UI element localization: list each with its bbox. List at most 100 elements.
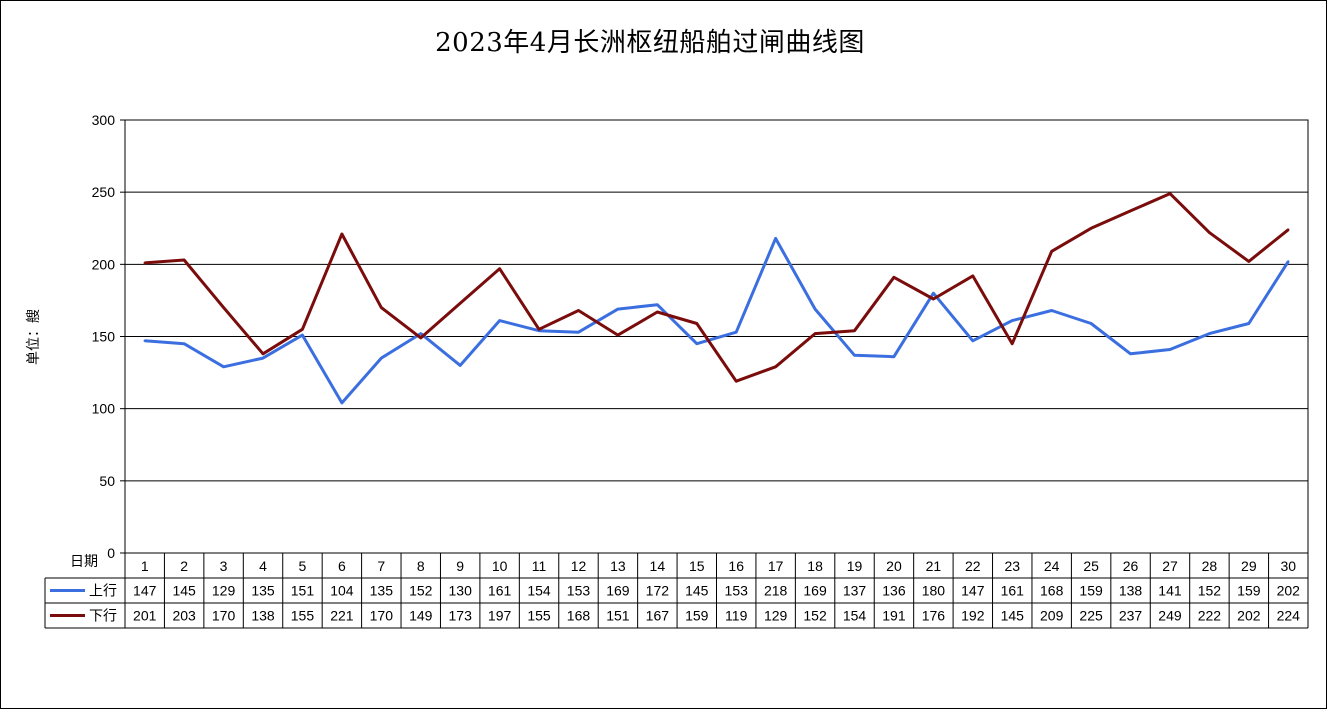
data-point [932, 297, 935, 301]
y-tick-label: 50 [99, 473, 115, 489]
data-label: 104 [330, 583, 354, 599]
data-point [1050, 309, 1053, 312]
data-label: 152 [1198, 583, 1222, 599]
data-label: 138 [1119, 583, 1143, 599]
data-label: 119 [725, 608, 748, 624]
x-tick-label: 20 [886, 558, 902, 574]
data-point [1247, 322, 1251, 325]
data-point [222, 306, 225, 309]
data-point [143, 261, 146, 265]
x-tick-label: 24 [1044, 558, 1060, 574]
data-label: 151 [606, 608, 630, 624]
data-label: 149 [409, 608, 433, 624]
data-point [1287, 228, 1290, 231]
x-tick-label: 30 [1280, 558, 1296, 574]
data-label: 159 [685, 608, 709, 624]
data-label: 147 [133, 583, 157, 599]
x-tick-label: 23 [1004, 558, 1020, 574]
data-label: 141 [1158, 583, 1182, 599]
data-label: 159 [1079, 583, 1103, 599]
data-point [1168, 192, 1172, 195]
y-tick-label: 200 [92, 256, 116, 272]
x-tick-label: 9 [456, 558, 464, 574]
data-point [458, 364, 462, 367]
data-point [971, 339, 975, 343]
data-label: 129 [764, 608, 788, 624]
x-tick-label: 19 [847, 558, 863, 574]
data-point [498, 267, 501, 270]
data-label: 153 [725, 583, 749, 599]
x-tick-label: 25 [1083, 558, 1099, 574]
data-point [1287, 260, 1290, 263]
data-label: 180 [922, 583, 946, 599]
data-point [932, 292, 935, 295]
x-tick-label: 2 [180, 558, 188, 574]
data-label: 169 [606, 583, 630, 599]
chart-title: 2023年4月长洲枢纽船舶过闸曲线图 [435, 28, 865, 58]
x-tick-label: 18 [807, 558, 823, 574]
data-label: 151 [291, 583, 315, 599]
data-point [577, 309, 580, 312]
legend-label-2: 下行 [89, 608, 117, 624]
data-label: 176 [922, 608, 946, 624]
data-label: 170 [370, 608, 394, 624]
data-point [813, 307, 817, 311]
data-label: 135 [251, 583, 275, 599]
y-tick-label: 300 [92, 112, 116, 128]
data-label: 145 [172, 583, 196, 599]
data-point [1129, 352, 1132, 356]
data-point [695, 342, 698, 345]
data-point [656, 303, 659, 306]
data-point [340, 232, 344, 236]
data-label: 218 [764, 583, 788, 599]
x-tick-label: 1 [141, 558, 149, 574]
x-tick-label: 7 [377, 558, 385, 574]
data-point [1089, 322, 1093, 325]
x-tick-label: 5 [299, 558, 307, 574]
data-label: 167 [646, 608, 670, 624]
data-point [380, 306, 383, 309]
x-tick-label: 17 [768, 558, 784, 574]
x-tick-label: 21 [926, 558, 942, 574]
data-table: 日期 1 2 3 4 5 6 7 8 9 10 11 12 13 14 15 16 17 18 19 20 21 22 23 2… [44, 552, 1309, 629]
data-label: 130 [449, 583, 473, 599]
data-point [419, 332, 422, 335]
data-label: 155 [527, 608, 551, 624]
data-point [1247, 260, 1251, 263]
data-point [1129, 209, 1132, 213]
data-point [774, 237, 777, 240]
data-point [892, 276, 896, 279]
x-tick-label: 8 [417, 558, 425, 574]
data-point [419, 336, 422, 340]
data-point [261, 352, 265, 356]
data-label: 237 [1119, 608, 1143, 624]
data-point [143, 339, 146, 343]
x-tick-label: 16 [728, 558, 744, 574]
data-point [1168, 348, 1172, 351]
data-label: 168 [1040, 583, 1064, 599]
data-point [892, 355, 896, 358]
data-point [616, 333, 620, 337]
data-point [774, 365, 777, 369]
data-point [1208, 332, 1211, 335]
x-tick-label: 26 [1123, 558, 1139, 574]
data-label: 152 [409, 583, 433, 599]
data-point [577, 330, 580, 334]
series-line-1 [144, 236, 1290, 405]
data-point [616, 307, 620, 311]
y-tick-label: 150 [92, 329, 116, 345]
data-point [1050, 250, 1053, 253]
series-line-2 [144, 192, 1290, 383]
data-point [537, 328, 541, 331]
x-tick-label: 3 [220, 558, 228, 574]
data-point [1089, 227, 1093, 230]
data-label: 191 [882, 608, 906, 624]
data-point [182, 342, 186, 345]
data-label: 221 [330, 608, 354, 624]
data-label: 152 [803, 608, 827, 624]
data-label: 135 [370, 583, 394, 599]
data-label: 173 [449, 608, 473, 624]
legend-label-1: 上行 [89, 583, 117, 599]
data-label: 209 [1040, 608, 1064, 624]
